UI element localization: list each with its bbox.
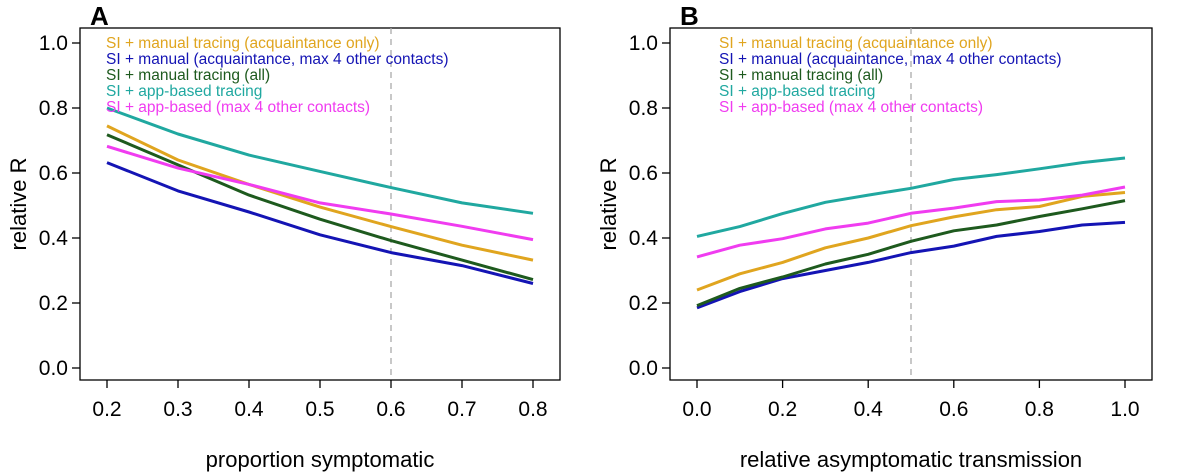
x-tick-label: 0.2: [92, 398, 121, 421]
y-tick-label: 0.0: [39, 357, 68, 380]
x-axis-label: proportion symptomatic: [206, 447, 435, 472]
series-line-3: [106, 133, 534, 282]
x-tick-label: 0.6: [939, 398, 968, 421]
series-line-5: [106, 144, 534, 242]
y-tick-label: 0.2: [39, 292, 68, 315]
panel-b: 0.0 0.2 0.4 0.6 0.8 1.0 0.0 0.2 0.4 0.6 0.8 1.0 rela…: [596, 1, 1153, 472]
y-tick-label: 0.0: [629, 357, 658, 380]
panel-letter: A: [90, 1, 109, 31]
legend-entry: SI + manual (acquaintance, max 4 other c…: [719, 51, 1061, 68]
y-tick-label: 1.0: [629, 32, 658, 55]
panel-a: 0.2 0.3 0.4 0.5 0.6 0.7 0.8 0.0 0.2 0.4 0.6 0.8 1.0 p…: [6, 1, 561, 472]
series-line-1: [106, 124, 534, 262]
series-line-1: [696, 191, 1126, 292]
y-axis-label: relative R: [596, 158, 621, 251]
legend-entry: SI + app-based (max 4 other contacts): [106, 99, 370, 116]
y-tick-label: 0.4: [39, 227, 69, 250]
y-tick-label: 0.4: [629, 227, 659, 250]
x-tick-label: 0.0: [682, 398, 711, 421]
y-tick-label: 0.8: [39, 97, 68, 120]
x-tick-label: 0.3: [163, 398, 192, 421]
x-axis-label: relative asymptomatic transmission: [740, 447, 1082, 472]
legend-entry: SI + manual tracing (acquaintance only): [106, 35, 380, 52]
y-tick-label: 1.0: [39, 32, 68, 55]
x-tick-label: 0.7: [447, 398, 476, 421]
y-axis-label: relative R: [6, 158, 31, 251]
x-tick-label: 0.5: [305, 398, 334, 421]
x-tick-label: 0.8: [1025, 398, 1054, 421]
x-tick-label: 0.2: [768, 398, 797, 421]
y-tick-label: 0.6: [39, 162, 68, 185]
series-line-5: [696, 185, 1126, 259]
x-tick-label: 0.8: [518, 398, 547, 421]
legend-entry: SI + app-based tracing: [106, 83, 262, 100]
legend-entry: SI + manual tracing (all): [106, 67, 270, 84]
legend-entry: SI + manual (acquaintance, max 4 other c…: [106, 51, 448, 68]
series-line-2: [106, 161, 534, 285]
x-tick-label: 0.4: [854, 398, 884, 421]
series-line-4: [106, 106, 534, 215]
panel-letter: B: [680, 1, 699, 31]
series-line-4: [696, 156, 1126, 238]
legend-entry: SI + manual tracing (acquaintance only): [719, 35, 993, 52]
legend-entry: SI + manual tracing (all): [719, 67, 883, 84]
x-tick-label: 0.4: [234, 398, 264, 421]
legend-entry: SI + app-based tracing: [719, 83, 875, 100]
x-tick-label: 1.0: [1110, 398, 1139, 421]
x-tick-label: 0.6: [376, 398, 405, 421]
series-line-2: [696, 220, 1126, 310]
y-tick-label: 0.2: [629, 292, 658, 315]
y-tick-label: 0.8: [629, 97, 658, 120]
y-tick-label: 0.6: [629, 162, 658, 185]
legend-entry: SI + app-based (max 4 other contacts): [719, 99, 983, 116]
series-line-3: [696, 199, 1126, 307]
